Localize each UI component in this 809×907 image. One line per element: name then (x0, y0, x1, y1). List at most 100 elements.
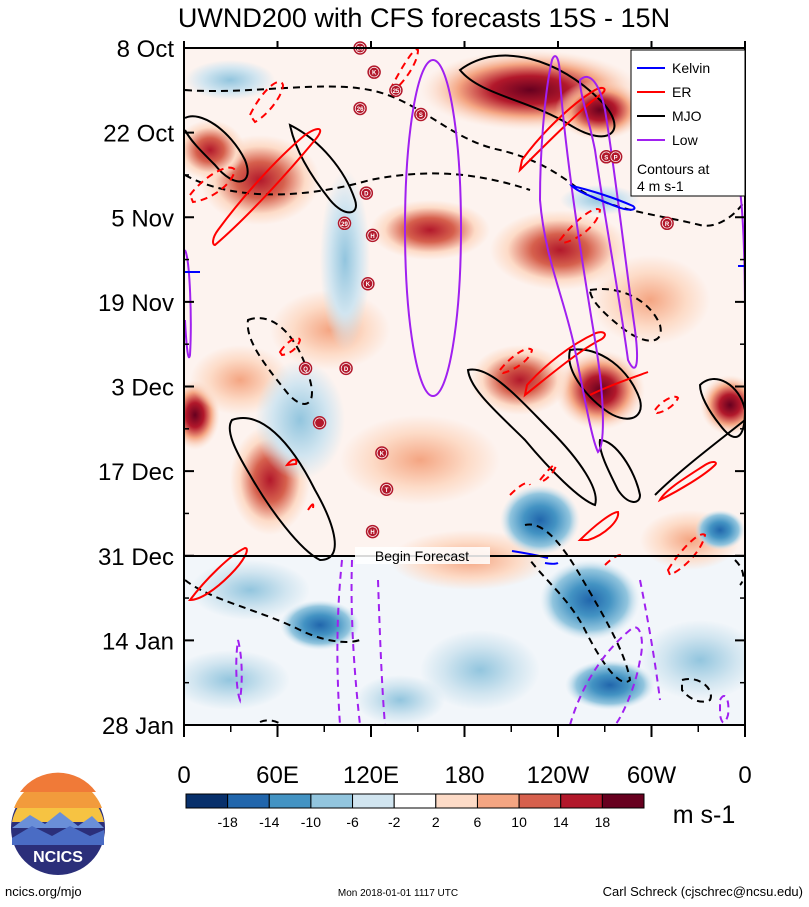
colorbar-label: 2 (432, 814, 440, 830)
storm-marker: D (359, 186, 374, 200)
low-negative-contours (235, 559, 730, 725)
storm-label: D (364, 192, 369, 198)
legend-label: Kelvin (672, 60, 710, 76)
logo-text: NCICS (33, 849, 83, 866)
storm-core (377, 448, 387, 458)
storm-core (391, 85, 401, 95)
legend: Kelvin ER MJO Low Contours at 4 m s-1 (630, 49, 746, 197)
colorbar-label: -18 (218, 814, 238, 830)
storm-core (368, 230, 378, 240)
storm-core (315, 418, 325, 428)
x-tick-label: 0 (738, 762, 751, 789)
colorbar-swatch (560, 793, 603, 809)
y-tick-label: 14 Jan (102, 628, 174, 655)
storm-label: 29 (341, 222, 348, 228)
er-contours (187, 86, 717, 602)
filtered-contours (184, 48, 745, 725)
storm-core (340, 218, 350, 228)
storm-marker: 26 (353, 101, 367, 116)
storm-core (301, 363, 311, 373)
storm-core (341, 363, 351, 373)
storm-core (369, 67, 379, 77)
storm-label: P (614, 155, 618, 161)
storm-label: 23 (357, 47, 364, 53)
legend-note-line1: Contours at (637, 161, 709, 177)
colorbar-swatch (518, 793, 562, 809)
y-tick-label: 19 Nov (98, 290, 174, 317)
colorbar-label: -2 (388, 814, 401, 830)
colorbar-swatch (435, 793, 478, 809)
colorbar-label: -10 (301, 814, 321, 830)
storm-marker: R (660, 216, 674, 231)
footer-url: ncics.org/mjo (5, 884, 82, 899)
storm-core (662, 218, 672, 228)
storm-label: K (366, 282, 371, 288)
storm-core (368, 527, 378, 537)
footer-timestamp: Mon 2018-01-01 1117 UTC (338, 888, 458, 899)
y-tick-label: 31 Dec (98, 544, 174, 571)
x-tick-label: 60W (627, 762, 677, 789)
storm-marker: T (379, 482, 394, 497)
colorbar-swatch (601, 793, 645, 809)
colorbar-unit: m s-1 (673, 801, 736, 829)
colorbar: -18 -14 -10 -6 -2 2 6 10 14 18 (185, 793, 645, 830)
axes: 8 Oct 22 Oct 5 Nov 19 Nov 3 Dec 17 Dec 31 Dec 1… (98, 36, 752, 789)
storm-marker: K (367, 65, 381, 79)
chart-title: UWND200 with CFS forecasts 15S - 15N (178, 3, 670, 33)
legend-label: Low (672, 132, 699, 148)
colorbar-swatch (352, 793, 395, 809)
storm-label: S (419, 113, 423, 119)
storm-core (361, 188, 371, 198)
colorbar-label: 18 (595, 814, 611, 830)
storm-marker: H (365, 228, 380, 243)
colorbar-swatch (476, 793, 520, 809)
storm-marker (312, 416, 327, 430)
storm-label: K (372, 71, 377, 77)
colorbar-swatch (393, 793, 437, 809)
storm-marker: K (361, 276, 375, 291)
storm-marker: D (339, 361, 353, 376)
storm-marker: H (365, 524, 380, 539)
colorbar-swatch (268, 793, 312, 809)
y-tick-label: 3 Dec (111, 375, 174, 402)
colorbar-label: -14 (259, 814, 279, 830)
storm-label: 25 (393, 89, 400, 95)
legend-note-line2: 4 m s-1 (637, 178, 684, 194)
storm-marker: 25 (389, 83, 403, 98)
y-tick-label: 22 Oct (103, 121, 174, 148)
footer-author: Carl Schreck (cjschrec@ncsu.edu) (603, 884, 803, 899)
ncics-logo: NCICS (11, 772, 105, 875)
x-tick-label: 0 (177, 762, 190, 789)
colorbar-label: 14 (553, 814, 569, 830)
storm-core (601, 152, 611, 162)
storm-marker: S (599, 150, 614, 164)
x-tick-label: 180 (444, 762, 484, 789)
storm-core (355, 103, 365, 113)
legend-label: ER (672, 84, 691, 100)
storm-label: H (370, 234, 374, 240)
y-tick-label: 17 Dec (98, 459, 174, 486)
er-negative-contours (188, 48, 707, 577)
x-tick-label: 120E (343, 762, 399, 789)
storm-marker: S (414, 107, 428, 122)
forecast-label: Begin Forecast (375, 548, 469, 564)
storm-marker: P (608, 150, 623, 164)
x-tick-label: 120W (527, 762, 590, 789)
storm-label: T (385, 488, 389, 494)
storm-core (363, 279, 373, 289)
storm-marker: Q (298, 361, 313, 376)
colorbar-swatch (310, 793, 354, 809)
colorbar-label: -6 (346, 814, 359, 830)
storm-label: D (344, 367, 349, 373)
storm-marker: K (375, 446, 389, 460)
x-tick-label: 60E (256, 762, 299, 789)
y-tick-label: 28 Jan (102, 713, 174, 740)
storm-label: H (370, 530, 374, 536)
y-tick-label: 8 Oct (117, 36, 175, 63)
kelvin-contours (185, 184, 745, 565)
storm-label: K (380, 451, 385, 457)
colorbar-swatch (227, 793, 270, 809)
storm-marker: 29 (337, 216, 352, 231)
storm-core (416, 109, 426, 119)
